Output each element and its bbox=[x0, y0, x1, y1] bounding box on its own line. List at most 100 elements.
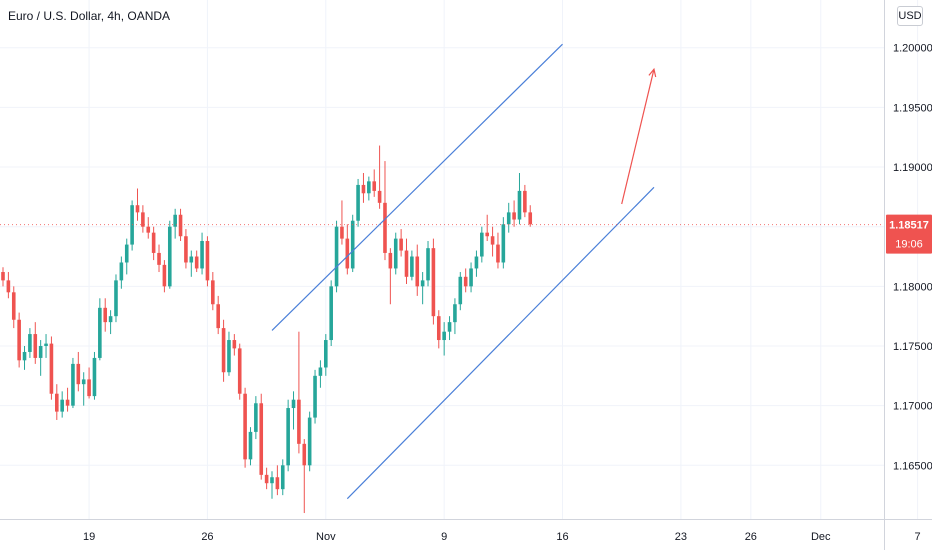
candle bbox=[453, 298, 457, 335]
candle-body bbox=[367, 181, 371, 194]
candle bbox=[227, 331, 231, 376]
candle-body bbox=[119, 262, 124, 281]
candle bbox=[313, 369, 317, 424]
candle bbox=[517, 173, 522, 225]
currency-button[interactable]: USD bbox=[897, 6, 923, 26]
candle bbox=[458, 272, 463, 311]
candle bbox=[173, 208, 177, 239]
candle bbox=[81, 372, 86, 406]
candle-body bbox=[361, 184, 366, 194]
candle bbox=[410, 250, 414, 281]
candle-body bbox=[469, 268, 473, 287]
candle-body bbox=[350, 220, 355, 269]
candle bbox=[205, 236, 210, 287]
candle bbox=[286, 399, 290, 472]
candle-body bbox=[275, 477, 280, 490]
candle-body bbox=[410, 256, 414, 277]
candle-body bbox=[167, 226, 172, 287]
candle bbox=[372, 169, 377, 197]
candle bbox=[108, 310, 113, 335]
candle-body bbox=[399, 238, 403, 251]
candle-body bbox=[270, 477, 274, 484]
candle-body bbox=[480, 232, 484, 257]
candle-body bbox=[523, 190, 527, 213]
candle-body bbox=[420, 280, 425, 287]
upper-trendline[interactable] bbox=[271, 43, 563, 331]
candle-body bbox=[216, 304, 220, 329]
candle bbox=[151, 226, 156, 261]
candle-body bbox=[76, 363, 81, 385]
candle bbox=[243, 387, 247, 468]
candle bbox=[496, 232, 500, 269]
candle-body bbox=[324, 340, 328, 368]
candle bbox=[135, 188, 140, 221]
candle bbox=[157, 244, 161, 273]
candle-body bbox=[485, 232, 489, 237]
candle bbox=[114, 274, 118, 323]
candle-body bbox=[1, 272, 5, 281]
candle bbox=[291, 391, 296, 430]
candle-body bbox=[291, 399, 296, 409]
candle bbox=[184, 229, 188, 269]
candle-body bbox=[517, 190, 522, 220]
projection-arrow[interactable] bbox=[621, 69, 655, 205]
candle-body bbox=[146, 226, 151, 233]
candle-body bbox=[297, 399, 301, 444]
candle-body bbox=[453, 304, 457, 323]
candle-body bbox=[501, 224, 506, 263]
candle-body bbox=[458, 276, 463, 305]
candle bbox=[361, 173, 366, 203]
candle bbox=[200, 232, 204, 275]
x-tick-label: 26 bbox=[745, 531, 757, 543]
candle-body bbox=[151, 232, 156, 253]
candle-body bbox=[280, 465, 285, 490]
candle-body bbox=[189, 256, 194, 263]
candle bbox=[523, 184, 527, 218]
candle bbox=[254, 396, 258, 440]
arrow-head-icon bbox=[648, 67, 657, 78]
candle-body bbox=[194, 256, 199, 269]
candle bbox=[501, 217, 506, 269]
candle bbox=[377, 145, 382, 209]
candle-body bbox=[302, 443, 307, 466]
candle-body bbox=[259, 403, 264, 475]
candle bbox=[270, 471, 274, 499]
candle-body bbox=[388, 252, 393, 269]
candle-body bbox=[81, 379, 86, 385]
candle-body bbox=[114, 280, 118, 317]
candle-body bbox=[496, 244, 500, 263]
candle-body bbox=[264, 474, 269, 484]
candle-body bbox=[60, 399, 64, 412]
candle-body bbox=[415, 256, 420, 287]
candle-body bbox=[490, 236, 495, 245]
candle bbox=[11, 286, 16, 329]
candle-body bbox=[442, 331, 446, 341]
candle-body bbox=[71, 363, 75, 406]
candle-body bbox=[404, 250, 409, 277]
candle-body bbox=[506, 212, 511, 225]
candle bbox=[1, 267, 5, 287]
candle-body bbox=[103, 307, 108, 323]
candle bbox=[119, 256, 124, 289]
candle-body bbox=[200, 241, 204, 269]
candle bbox=[28, 328, 32, 358]
x-tick-label: 26 bbox=[201, 531, 213, 543]
candle bbox=[350, 214, 355, 273]
candle-body bbox=[286, 408, 290, 466]
candle bbox=[103, 298, 108, 332]
candle-body bbox=[55, 393, 59, 412]
candle-body bbox=[313, 375, 317, 418]
candle bbox=[399, 229, 403, 257]
lower-trendline[interactable] bbox=[346, 186, 655, 500]
candle bbox=[237, 343, 242, 400]
candle bbox=[340, 200, 344, 245]
candle bbox=[76, 351, 81, 392]
candle-body bbox=[393, 238, 398, 269]
candle bbox=[447, 316, 452, 341]
candle-body bbox=[372, 181, 377, 191]
candle bbox=[431, 238, 436, 325]
candle bbox=[463, 268, 468, 293]
candle bbox=[87, 367, 91, 399]
